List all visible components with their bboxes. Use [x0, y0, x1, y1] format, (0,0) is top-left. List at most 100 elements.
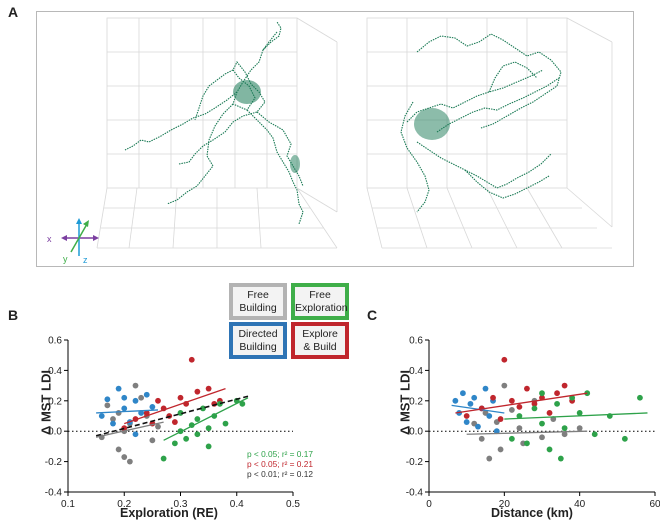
legend-line-1: Explore — [302, 327, 338, 340]
y-tick-label: 0.6 — [409, 336, 423, 347]
legend-line-2: & Build — [303, 340, 337, 353]
data-point — [576, 425, 583, 432]
regression-line — [163, 397, 249, 441]
regression-line — [124, 388, 226, 425]
chart-b: -0.4 -0.2 0.0 0.2 0.4 0.6 0.1 0.2 0.3 0.4 0.5 — [45, 336, 301, 511]
y-tick-label: 0.6 — [48, 336, 62, 347]
data-point — [104, 396, 111, 403]
data-point — [138, 410, 145, 416]
data-point — [463, 419, 470, 425]
data-point — [132, 397, 139, 404]
x-tick-label: 40 — [574, 499, 586, 510]
right-trajectory — [400, 33, 562, 213]
y-tick-label: 0.4 — [409, 366, 423, 377]
data-point — [194, 388, 201, 395]
data-point — [493, 428, 500, 435]
regression-line — [96, 409, 159, 414]
data-point — [110, 420, 116, 427]
trajectory-figure-frame: x y z — [36, 11, 634, 267]
data-point — [516, 403, 523, 410]
data-point — [194, 416, 201, 422]
regression-line — [95, 395, 249, 437]
x-tick-label: 0.1 — [61, 499, 75, 510]
data-point — [239, 400, 246, 407]
data-point — [576, 410, 583, 416]
right-3d-grid — [366, 17, 613, 249]
data-point — [516, 413, 523, 419]
legend-line-1: Free — [309, 288, 331, 301]
data-point — [155, 423, 161, 430]
data-point — [155, 397, 161, 404]
legend-line-2: Building — [239, 340, 277, 353]
y-tick-label: 0.2 — [409, 396, 423, 407]
data-point — [121, 394, 128, 401]
data-point — [501, 356, 508, 363]
regression-line — [466, 430, 588, 435]
data-point — [205, 425, 212, 432]
axis-orientation-icon — [61, 218, 99, 256]
data-point — [524, 385, 530, 392]
y-tick-label: -0.2 — [406, 457, 424, 468]
stat-line-red: p < 0.05; r² = 0.21 — [247, 459, 313, 469]
data-point — [171, 440, 178, 447]
stat-line-black: p < 0.01; r² = 0.12 — [247, 469, 313, 479]
data-point — [126, 458, 133, 465]
data-point — [188, 356, 195, 363]
legend-line-1: Free — [247, 288, 269, 301]
x-tick-label: 0.5 — [286, 499, 300, 510]
data-point — [205, 443, 212, 450]
chart-b-x-label: Exploration (RE) — [120, 506, 218, 520]
data-point — [143, 391, 150, 398]
data-point — [149, 403, 156, 410]
data-point — [194, 431, 201, 438]
data-point — [531, 400, 538, 407]
legend-explore-build: Explore & Build — [291, 322, 349, 359]
legend-directed-building: Directed Building — [229, 322, 287, 359]
legend-line-1: Directed — [238, 327, 278, 340]
x-tick-label: 0.2 — [117, 499, 131, 510]
data-point — [98, 413, 105, 419]
chart-c-x-label: Distance (km) — [491, 506, 573, 520]
data-point — [497, 416, 504, 422]
data-point — [482, 385, 489, 392]
data-point — [138, 394, 145, 401]
data-point — [621, 435, 628, 442]
y-tick-label: 0.0 — [48, 427, 62, 438]
data-point — [490, 394, 496, 401]
data-point — [508, 397, 515, 404]
data-point — [467, 400, 474, 407]
data-point — [531, 405, 538, 412]
axis-x-label: x — [47, 234, 52, 244]
y-tick-label: -0.4 — [406, 488, 424, 499]
legend-line-2: Building — [239, 301, 277, 314]
axis-y-label: y — [63, 254, 68, 264]
y-tick-label: 0.0 — [409, 427, 423, 438]
data-point — [149, 437, 156, 444]
data-point — [516, 425, 523, 432]
regression-line — [455, 392, 588, 414]
data-point — [104, 402, 111, 409]
data-point — [554, 400, 560, 407]
legend-free-exploration: Free Exploration — [291, 283, 349, 320]
data-point — [486, 455, 493, 462]
data-point — [171, 419, 178, 425]
data-point — [554, 390, 560, 397]
data-point — [637, 394, 643, 401]
x-tick-label: 0.3 — [174, 499, 188, 510]
data-point — [557, 455, 564, 462]
data-point — [132, 431, 139, 438]
data-point — [143, 410, 150, 416]
regression-line — [504, 412, 648, 420]
data-point — [115, 410, 122, 416]
data-point — [115, 385, 122, 392]
x-tick-label: 20 — [499, 499, 511, 510]
y-tick-label: 0.2 — [48, 396, 62, 407]
data-point — [561, 431, 568, 438]
stat-line-green: p < 0.05; r² = 0.17 — [247, 449, 313, 459]
data-point — [132, 382, 139, 389]
data-point — [471, 394, 478, 401]
panel-label-a: A — [8, 4, 19, 20]
data-point — [539, 390, 545, 397]
data-point — [539, 434, 545, 441]
data-point — [501, 382, 508, 389]
